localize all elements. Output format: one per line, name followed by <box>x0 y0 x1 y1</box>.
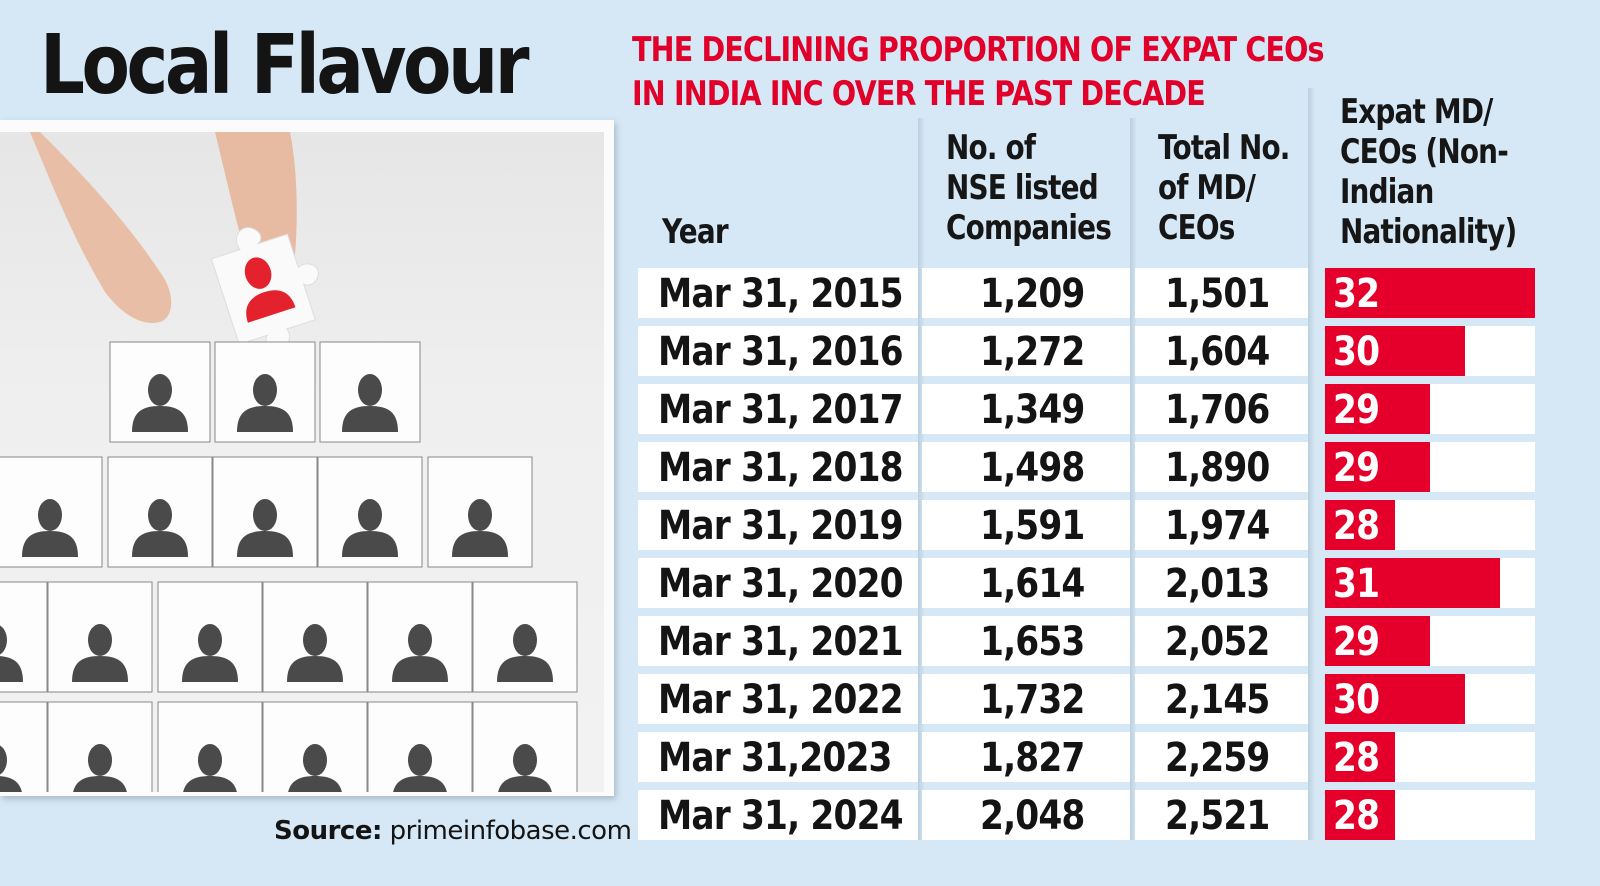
header-year: Year <box>662 212 729 252</box>
header-nse-listed-companies: No. of NSE listed Companies <box>946 128 1112 248</box>
header-total-md-ceos: Total No. of MD/ CEOs <box>1158 128 1290 248</box>
table-row: Mar 31, 2016 1,272 1,604 30 <box>638 326 1535 376</box>
nse-cell: 1,732 <box>922 674 1130 724</box>
expat-bar: 29 <box>1325 616 1430 666</box>
year-cell: Mar 31, 2018 <box>638 442 918 492</box>
total-cell: 1,604 <box>1135 326 1308 376</box>
puzzle-illustration <box>0 120 614 796</box>
table-row: Mar 31, 2020 1,614 2,013 31 <box>638 558 1535 608</box>
table-row: Mar 31, 2018 1,498 1,890 29 <box>638 442 1535 492</box>
expat-bar: 28 <box>1325 500 1395 550</box>
expat-cell: 29 <box>1325 384 1535 434</box>
year-cell: Mar 31, 2017 <box>638 384 918 434</box>
total-cell: 2,521 <box>1135 790 1308 840</box>
column-divider <box>918 118 924 840</box>
nse-cell: 1,498 <box>922 442 1130 492</box>
total-cell: 1,974 <box>1135 500 1308 550</box>
year-cell: Mar 31, 2019 <box>638 500 918 550</box>
puzzle-people-icon <box>0 132 578 792</box>
total-cell: 1,501 <box>1135 268 1308 318</box>
total-cell: 1,890 <box>1135 442 1308 492</box>
expat-cell: 30 <box>1325 674 1535 724</box>
source-label: Source: <box>274 816 382 846</box>
expat-cell: 32 <box>1325 268 1535 318</box>
infographic-subtitle: THE DECLINING PROPORTION OF EXPAT CEOs I… <box>632 28 1325 116</box>
nse-cell: 1,827 <box>922 732 1130 782</box>
header-expat-md-ceos: Expat MD/ CEOs (Non- Indian Nationality) <box>1340 92 1517 252</box>
subtitle-line-1: THE DECLINING PROPORTION OF EXPAT CEOs <box>632 30 1325 70</box>
nse-cell: 1,591 <box>922 500 1130 550</box>
table-row: Mar 31, 2021 1,653 2,052 29 <box>638 616 1535 666</box>
source-value: primeinfobase.com <box>389 816 632 846</box>
expat-bar: 30 <box>1325 326 1465 376</box>
year-cell: Mar 31, 2024 <box>638 790 918 840</box>
nse-cell: 1,272 <box>922 326 1130 376</box>
expat-cell: 31 <box>1325 558 1535 608</box>
expat-bar: 30 <box>1325 674 1465 724</box>
expat-bar: 31 <box>1325 558 1500 608</box>
table-row: Mar 31, 2024 2,048 2,521 28 <box>638 790 1535 840</box>
table-row: Mar 31, 2019 1,591 1,974 28 <box>638 500 1535 550</box>
expat-bar: 28 <box>1325 790 1395 840</box>
total-cell: 2,259 <box>1135 732 1308 782</box>
nse-cell: 1,209 <box>922 268 1130 318</box>
expat-cell: 30 <box>1325 326 1535 376</box>
nse-cell: 1,349 <box>922 384 1130 434</box>
year-cell: Mar 31, 2022 <box>638 674 918 724</box>
subtitle-line-2: IN INDIA INC OVER THE PAST DECADE <box>632 74 1206 114</box>
expat-cell: 28 <box>1325 500 1535 550</box>
column-divider <box>1308 88 1314 840</box>
total-cell: 2,052 <box>1135 616 1308 666</box>
year-cell: Mar 31, 2015 <box>638 268 918 318</box>
expat-bar: 32 <box>1325 268 1535 318</box>
year-cell: Mar 31, 2021 <box>638 616 918 666</box>
total-cell: 2,013 <box>1135 558 1308 608</box>
nse-cell: 2,048 <box>922 790 1130 840</box>
nse-cell: 1,614 <box>922 558 1130 608</box>
column-divider <box>1130 118 1136 840</box>
total-cell: 2,145 <box>1135 674 1308 724</box>
expat-cell: 28 <box>1325 732 1535 782</box>
expat-cell: 29 <box>1325 442 1535 492</box>
table-row: Mar 31, 2022 1,732 2,145 30 <box>638 674 1535 724</box>
year-cell: Mar 31, 2016 <box>638 326 918 376</box>
table-row: Mar 31, 2017 1,349 1,706 29 <box>638 384 1535 434</box>
nse-cell: 1,653 <box>922 616 1130 666</box>
expat-bar: 29 <box>1325 442 1430 492</box>
source-credit: Source: primeinfobase.com <box>274 816 632 846</box>
table-row: Mar 31,2023 1,827 2,259 28 <box>638 732 1535 782</box>
year-cell: Mar 31, 2020 <box>638 558 918 608</box>
year-cell: Mar 31,2023 <box>638 732 918 782</box>
expat-bar: 28 <box>1325 732 1395 782</box>
infographic-title: Local Flavour <box>40 18 530 113</box>
puzzle-photo <box>0 132 604 792</box>
total-cell: 1,706 <box>1135 384 1308 434</box>
table-row: Mar 31, 2015 1,209 1,501 32 <box>638 268 1535 318</box>
expat-cell: 29 <box>1325 616 1535 666</box>
expat-bar: 29 <box>1325 384 1430 434</box>
expat-cell: 28 <box>1325 790 1535 840</box>
